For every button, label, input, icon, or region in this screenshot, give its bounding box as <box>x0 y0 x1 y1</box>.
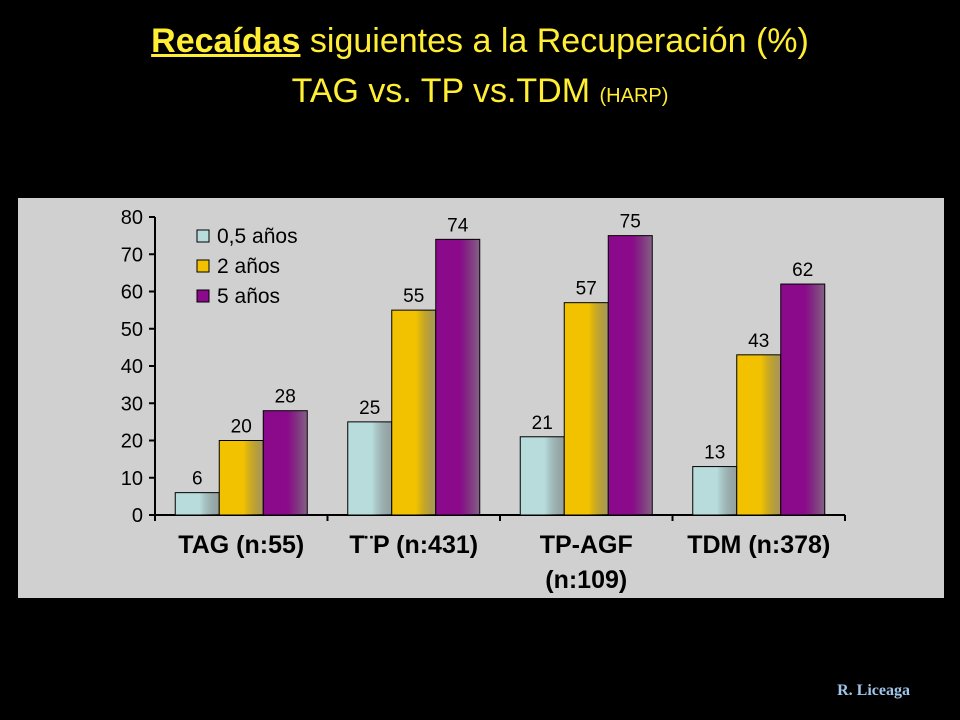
legend-swatch <box>196 289 210 303</box>
bar-value-label: 62 <box>792 260 813 281</box>
bar-value-label: 6 <box>192 469 203 490</box>
legend-label: 5 años <box>217 285 280 308</box>
bar-value-label: 55 <box>403 286 424 307</box>
bar-value-label: 43 <box>748 331 769 352</box>
bar <box>218 440 264 516</box>
bar <box>692 466 738 516</box>
bar-value-label: 74 <box>447 215 469 236</box>
bar-value-label: 25 <box>359 398 380 419</box>
y-tick-label: 70 <box>121 244 143 266</box>
subtitle-main: TAG vs. TP vs.TDM <box>291 72 600 110</box>
bar-value-label: 21 <box>532 413 553 434</box>
bar-value-label: 57 <box>576 279 597 300</box>
y-tick-label: 30 <box>121 393 143 415</box>
subtitle-source: (HARP) <box>599 85 669 107</box>
y-tick-label: 60 <box>121 282 143 304</box>
legend-label: 0,5 años <box>217 225 298 248</box>
x-tick-label: TP-AGF <box>540 531 633 559</box>
title-rest: siguientes a la Recuperación (%) <box>300 22 809 60</box>
bar <box>174 492 220 516</box>
bar <box>736 354 782 516</box>
y-tick-label: 40 <box>121 356 143 378</box>
y-tick-label: 80 <box>121 207 143 229</box>
bar-value-label: 75 <box>620 212 641 233</box>
legend-label: 2 años <box>217 255 280 278</box>
chart-title-line2: TAG vs. TP vs.TDM (HARP) <box>0 72 960 111</box>
chart-title-line1: Recaídas siguientes a la Recuperación (%… <box>0 22 960 61</box>
bar-value-label: 13 <box>704 443 725 464</box>
bar <box>780 283 826 516</box>
x-tick-label: T¨P (n:431) <box>349 531 478 559</box>
bar <box>563 302 609 516</box>
bar <box>347 421 393 516</box>
title-emphasis: Recaídas <box>151 22 301 60</box>
bar <box>262 410 308 516</box>
bar <box>607 235 653 516</box>
y-tick-label: 50 <box>121 319 143 341</box>
legend-swatch <box>196 259 210 273</box>
bar-value-label: 28 <box>275 387 296 408</box>
bar <box>519 436 565 516</box>
y-tick-label: 20 <box>121 431 143 453</box>
y-tick-label: 0 <box>132 505 143 527</box>
bar-value-label: 20 <box>231 417 252 438</box>
y-tick-label: 10 <box>121 468 143 490</box>
x-tick-label: TDM (n:378) <box>687 531 830 559</box>
bar <box>435 238 481 516</box>
bar <box>391 309 437 516</box>
x-tick-label: (n:109) <box>545 566 627 594</box>
x-tick-label: TAG (n:55) <box>178 531 304 559</box>
author-credit: R. Liceaga <box>837 682 910 699</box>
legend-swatch <box>196 229 210 243</box>
